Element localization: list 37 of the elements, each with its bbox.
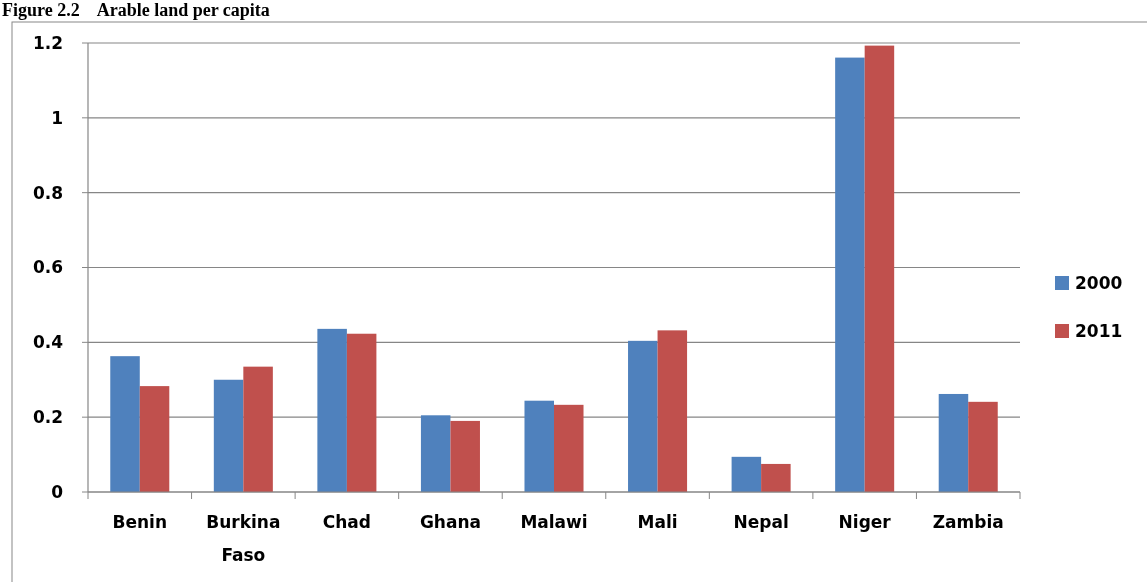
bar — [243, 366, 273, 492]
bar — [938, 393, 969, 492]
x-tick-label: Ghana — [419, 512, 481, 532]
x-tick-label: Malawi — [520, 512, 588, 532]
x-tick-label: Benin — [112, 512, 168, 532]
legend-label: 2011 — [1075, 320, 1123, 341]
bar — [139, 386, 170, 492]
y-tick-label: 0.4 — [32, 332, 64, 353]
y-tick-label: 0.2 — [32, 407, 63, 428]
bar — [110, 356, 140, 492]
x-tick-label: Zambia — [932, 512, 1004, 532]
bar — [450, 420, 480, 492]
x-tick-label: Chad — [322, 512, 372, 532]
chart-title: Figure 2.2 Arable land per capita — [2, 0, 270, 20]
y-tick-label: 1 — [51, 107, 63, 128]
bar — [628, 340, 658, 492]
y-tick-label: 0.8 — [32, 182, 63, 203]
x-tick-label: Niger — [838, 512, 892, 532]
y-tick-label: 1.2 — [32, 32, 63, 53]
legend-label: 2000 — [1075, 272, 1123, 293]
bar — [213, 379, 244, 492]
bar — [554, 404, 584, 492]
x-tick-label: Burkina Faso — [206, 512, 281, 565]
bar — [968, 401, 998, 492]
x-tick-label: Mali — [637, 512, 678, 532]
bar — [761, 463, 791, 492]
bar — [317, 328, 347, 492]
bar — [420, 415, 451, 492]
y-tick-label: 0.6 — [32, 257, 63, 278]
x-tick-label: Nepal — [733, 512, 789, 532]
bar — [835, 57, 865, 492]
bar — [346, 333, 377, 492]
bar — [524, 400, 554, 492]
bar — [731, 456, 762, 492]
bar — [657, 330, 688, 492]
bar — [864, 45, 895, 492]
y-tick-label: 0 — [51, 481, 64, 502]
